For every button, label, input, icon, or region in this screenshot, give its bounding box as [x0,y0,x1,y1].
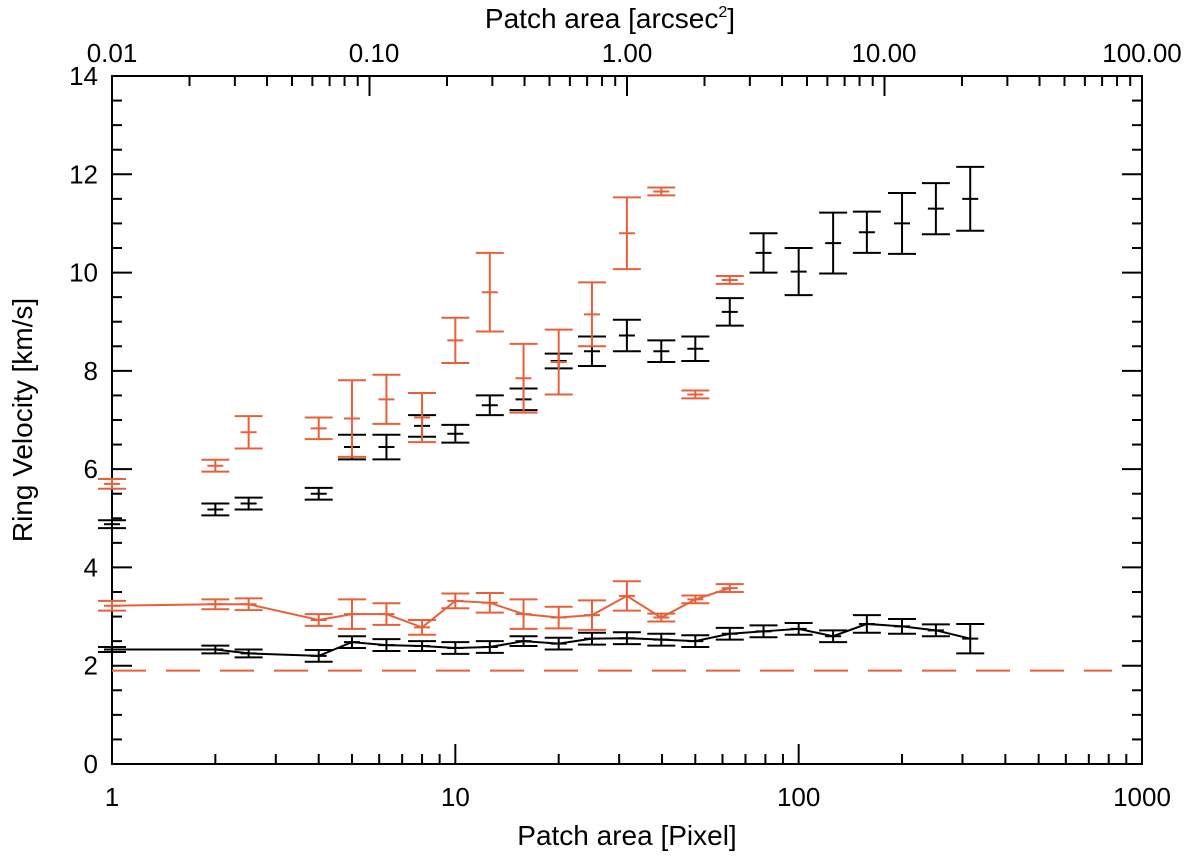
y-tick-label: 10 [69,258,98,288]
top-x-axis-title-main: Patch area [arcsec [485,3,718,34]
series-orange-upper [98,186,744,490]
y-tick-label: 8 [84,356,98,386]
series-black-lower [98,614,985,663]
top-x-axis-title: Patch area [arcsec2] [485,3,735,34]
series-line [112,622,971,657]
top-x-tick-label: 1.00 [602,38,653,68]
x-tick-label: 1000 [1113,782,1171,812]
top-x-axis-title-end: ] [727,3,735,34]
top-x-axis-title-sup: 2 [718,4,727,21]
series-orange-lower [98,580,744,636]
y-tick-label: 4 [84,552,98,582]
x-tick-label: 1 [105,782,119,812]
axis-ticks [111,75,1143,765]
y-tick-label: 12 [69,159,98,189]
series-black-upper [98,165,985,530]
x-tick-label: 100 [777,782,820,812]
x-axis-title: Patch area [Pixel] [517,820,736,851]
series-line [111,587,731,629]
y-tick-label: 6 [84,454,98,484]
top-x-tick-label: 0.10 [349,38,400,68]
y-tick-label: 0 [84,749,98,779]
y-axis-title: Ring Velocity [km/s] [7,298,38,542]
plot-area [98,75,1143,765]
top-x-tick-label: 100.00 [1102,38,1182,68]
top-x-tick-label: 0.01 [87,38,138,68]
tick-labels: 1 10 100 1000 0 2 4 6 8 10 12 140.01 0.10 1.00 10.00 10… [69,38,1182,812]
y-tick-label: 14 [69,61,98,91]
y-tick-label: 2 [84,651,98,681]
top-x-tick-label: 10.00 [851,38,916,68]
plot-frame [111,75,1143,765]
x-tick-label: 10 [441,782,470,812]
series-group [98,165,985,663]
